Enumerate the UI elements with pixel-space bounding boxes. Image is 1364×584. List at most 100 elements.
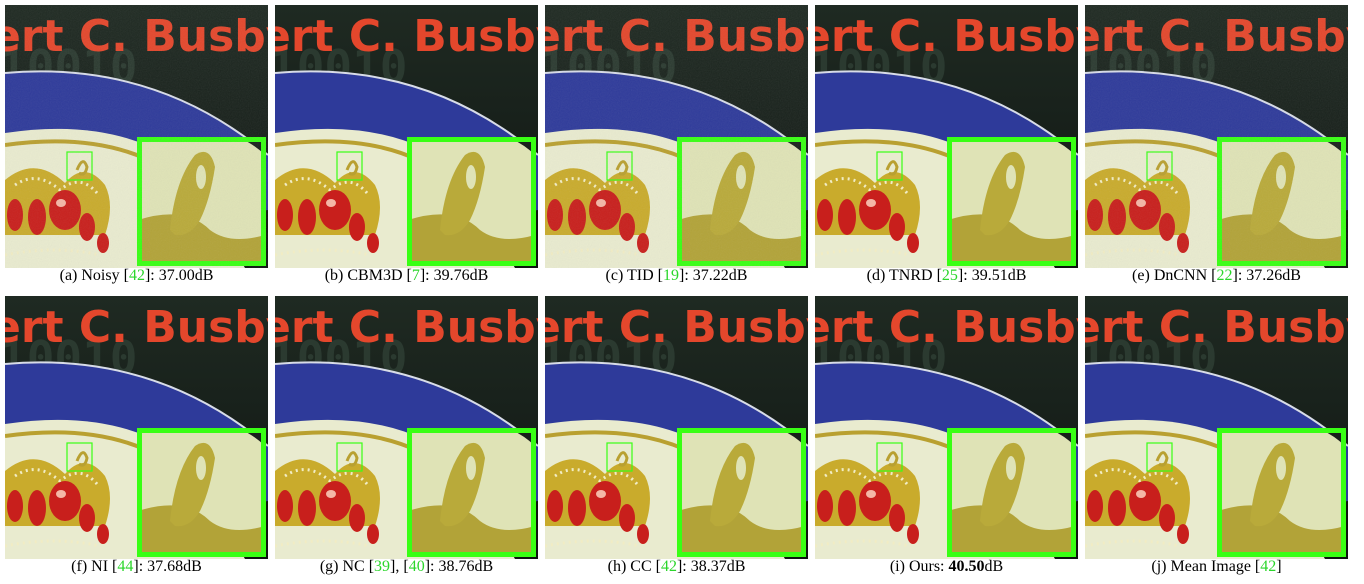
zoom-region-marker (66, 442, 93, 472)
caption-i: (i) Ours: 40.50dB (889, 558, 1004, 575)
method-name: CBM3D (347, 267, 403, 284)
psnr-value: 37.26dB (1246, 267, 1301, 284)
citation-link[interactable]: 40 (408, 558, 425, 575)
zoom-region-marker (876, 151, 903, 181)
caption-d: (d) TNRD [25]: 39.51dB (866, 267, 1027, 284)
psnr-value: 40.50 (948, 558, 985, 575)
zoomed-inset (1217, 428, 1346, 557)
citation-link[interactable]: 42 (1260, 558, 1277, 575)
zoom-region-marker (1146, 442, 1173, 472)
caption-g: (g) NC [39], [40]: 38.76dB (319, 558, 494, 575)
noise-overlay (1085, 5, 1348, 268)
zoom-region-marker (606, 442, 633, 472)
method-name: NI (91, 558, 109, 575)
citation-link[interactable]: 42 (128, 267, 145, 284)
caption-f: (f) NI [44]: 37.68dB (71, 558, 202, 575)
rim-highlight (275, 70, 538, 156)
citation-link[interactable]: 22 (1216, 267, 1233, 284)
method-name: NC (342, 558, 365, 575)
caption-label: (g) (319, 558, 343, 575)
crown-emblem (815, 451, 920, 548)
zoomed-inset (407, 428, 536, 557)
zoomed-inset (137, 428, 266, 557)
zoom-region-marker (336, 151, 363, 181)
caption-label: (j) (1151, 558, 1171, 575)
crown-emblem (275, 451, 380, 548)
citation-link[interactable]: 19 (663, 267, 679, 284)
method-name: Ours (908, 558, 941, 575)
psnr-value: 37.00dB (158, 267, 214, 284)
caption-label: (b) (324, 267, 348, 284)
caption-b: (b) CBM3D [7]: 39.76dB (324, 267, 489, 284)
noise-overlay (5, 5, 268, 268)
crown-emblem (1085, 451, 1190, 548)
psnr-value: 39.76dB (433, 267, 489, 284)
caption-label: (f) (71, 558, 92, 575)
lettering-text: ert C. Busby (5, 302, 268, 353)
rim-highlight (5, 361, 268, 447)
zoom-region-marker (336, 442, 363, 472)
method-name: DnCNN (1153, 267, 1208, 284)
method-name: CC (630, 558, 652, 575)
lettering-text: ert C. Busby (275, 11, 538, 62)
crown-emblem (5, 451, 110, 548)
rim-highlight (815, 70, 1078, 156)
zoomed-inset (947, 428, 1076, 557)
caption-label: (a) (59, 267, 82, 284)
noise-overlay (545, 5, 808, 268)
psnr-value: 37.22dB (692, 267, 748, 284)
rim-highlight (815, 361, 1078, 447)
citation-link[interactable]: 39 (374, 558, 391, 575)
citation-link[interactable]: 7 (411, 267, 420, 284)
rim-highlight (545, 361, 808, 447)
citation-link[interactable]: 42 (660, 558, 677, 575)
crown-emblem (275, 160, 380, 257)
zoomed-inset (407, 137, 536, 266)
caption-label: (e) (1132, 267, 1154, 284)
crown-emblem (545, 451, 650, 548)
zoomed-inset (677, 428, 806, 557)
citation-link[interactable]: 44 (117, 558, 134, 575)
method-name: TNRD (889, 267, 933, 284)
rim-highlight (1085, 361, 1348, 447)
psnr-value: 37.68dB (147, 558, 202, 575)
caption-label: (d) (866, 267, 890, 284)
psnr-value: 38.76dB (438, 558, 494, 575)
zoomed-inset (947, 137, 1076, 266)
citation-link[interactable]: 25 (941, 267, 958, 284)
lettering-text: ert C. Busby (275, 302, 538, 353)
caption-j: (j) Mean Image [42] (1151, 558, 1282, 575)
psnr-value: 39.51dB (971, 267, 1027, 284)
method-name: Noisy (81, 267, 120, 284)
rim-highlight (275, 361, 538, 447)
psnr-value: 38.37dB (690, 558, 746, 575)
lettering-text: ert C. Busby (815, 302, 1078, 353)
zoom-region-marker (876, 442, 903, 472)
crown-emblem (815, 160, 920, 257)
lettering-text: ert C. Busby (1085, 302, 1348, 353)
psnr-unit: dB (984, 558, 1004, 575)
lettering-text: ert C. Busby (545, 302, 808, 353)
method-name: Mean Image (1170, 558, 1251, 575)
caption-h: (h) CC [42]: 38.37dB (607, 558, 746, 575)
caption-c: (c) TID [19]: 37.22dB (605, 267, 748, 284)
